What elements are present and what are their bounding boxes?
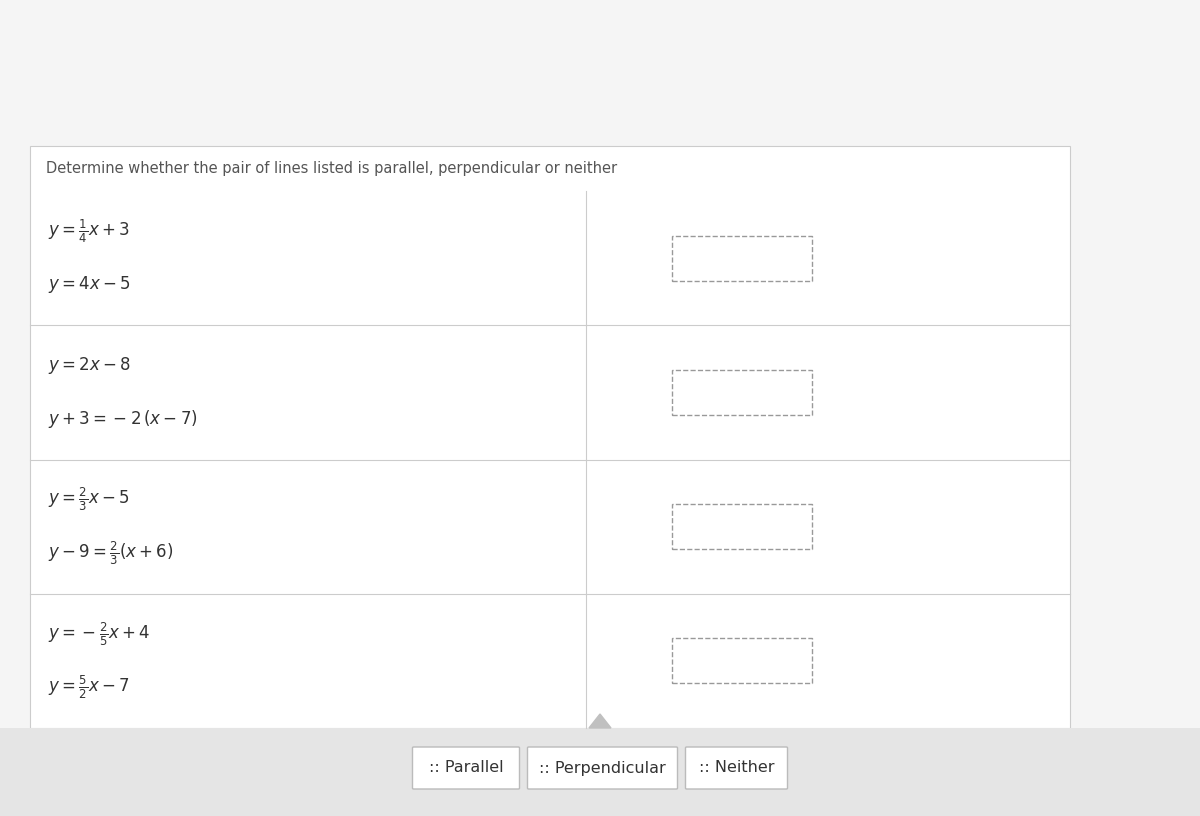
FancyBboxPatch shape [528, 747, 678, 789]
Text: $y - 9 = \frac{2}{3}(x + 6)$: $y - 9 = \frac{2}{3}(x + 6)$ [48, 539, 174, 567]
Text: :: Perpendicular: :: Perpendicular [539, 761, 666, 775]
FancyBboxPatch shape [685, 747, 787, 789]
Text: $y = -\frac{2}{5}x + 4$: $y = -\frac{2}{5}x + 4$ [48, 620, 150, 648]
Bar [672, 504, 812, 549]
Text: $y = \frac{2}{3}x - 5$: $y = \frac{2}{3}x - 5$ [48, 486, 130, 513]
Text: $y + 3 = -2\,(x - 7)$: $y + 3 = -2\,(x - 7)$ [48, 408, 198, 430]
Text: $y = 2x - 8$: $y = 2x - 8$ [48, 355, 131, 376]
Bar [0, 728, 1200, 816]
Text: $y = \frac{1}{4}x + 3$: $y = \frac{1}{4}x + 3$ [48, 218, 130, 245]
FancyBboxPatch shape [413, 747, 520, 789]
Bar [672, 638, 812, 683]
Text: $y = \frac{5}{2}x - 7$: $y = \frac{5}{2}x - 7$ [48, 674, 130, 702]
Bar [30, 146, 1070, 728]
Polygon shape [589, 714, 611, 728]
Bar [672, 236, 812, 281]
Text: $y = 4x - 5$: $y = 4x - 5$ [48, 274, 131, 295]
Text: :: Parallel: :: Parallel [428, 761, 503, 775]
Text: Determine whether the pair of lines listed is parallel, perpendicular or neither: Determine whether the pair of lines list… [46, 161, 617, 176]
Bar [672, 370, 812, 415]
Text: :: Neither: :: Neither [698, 761, 774, 775]
